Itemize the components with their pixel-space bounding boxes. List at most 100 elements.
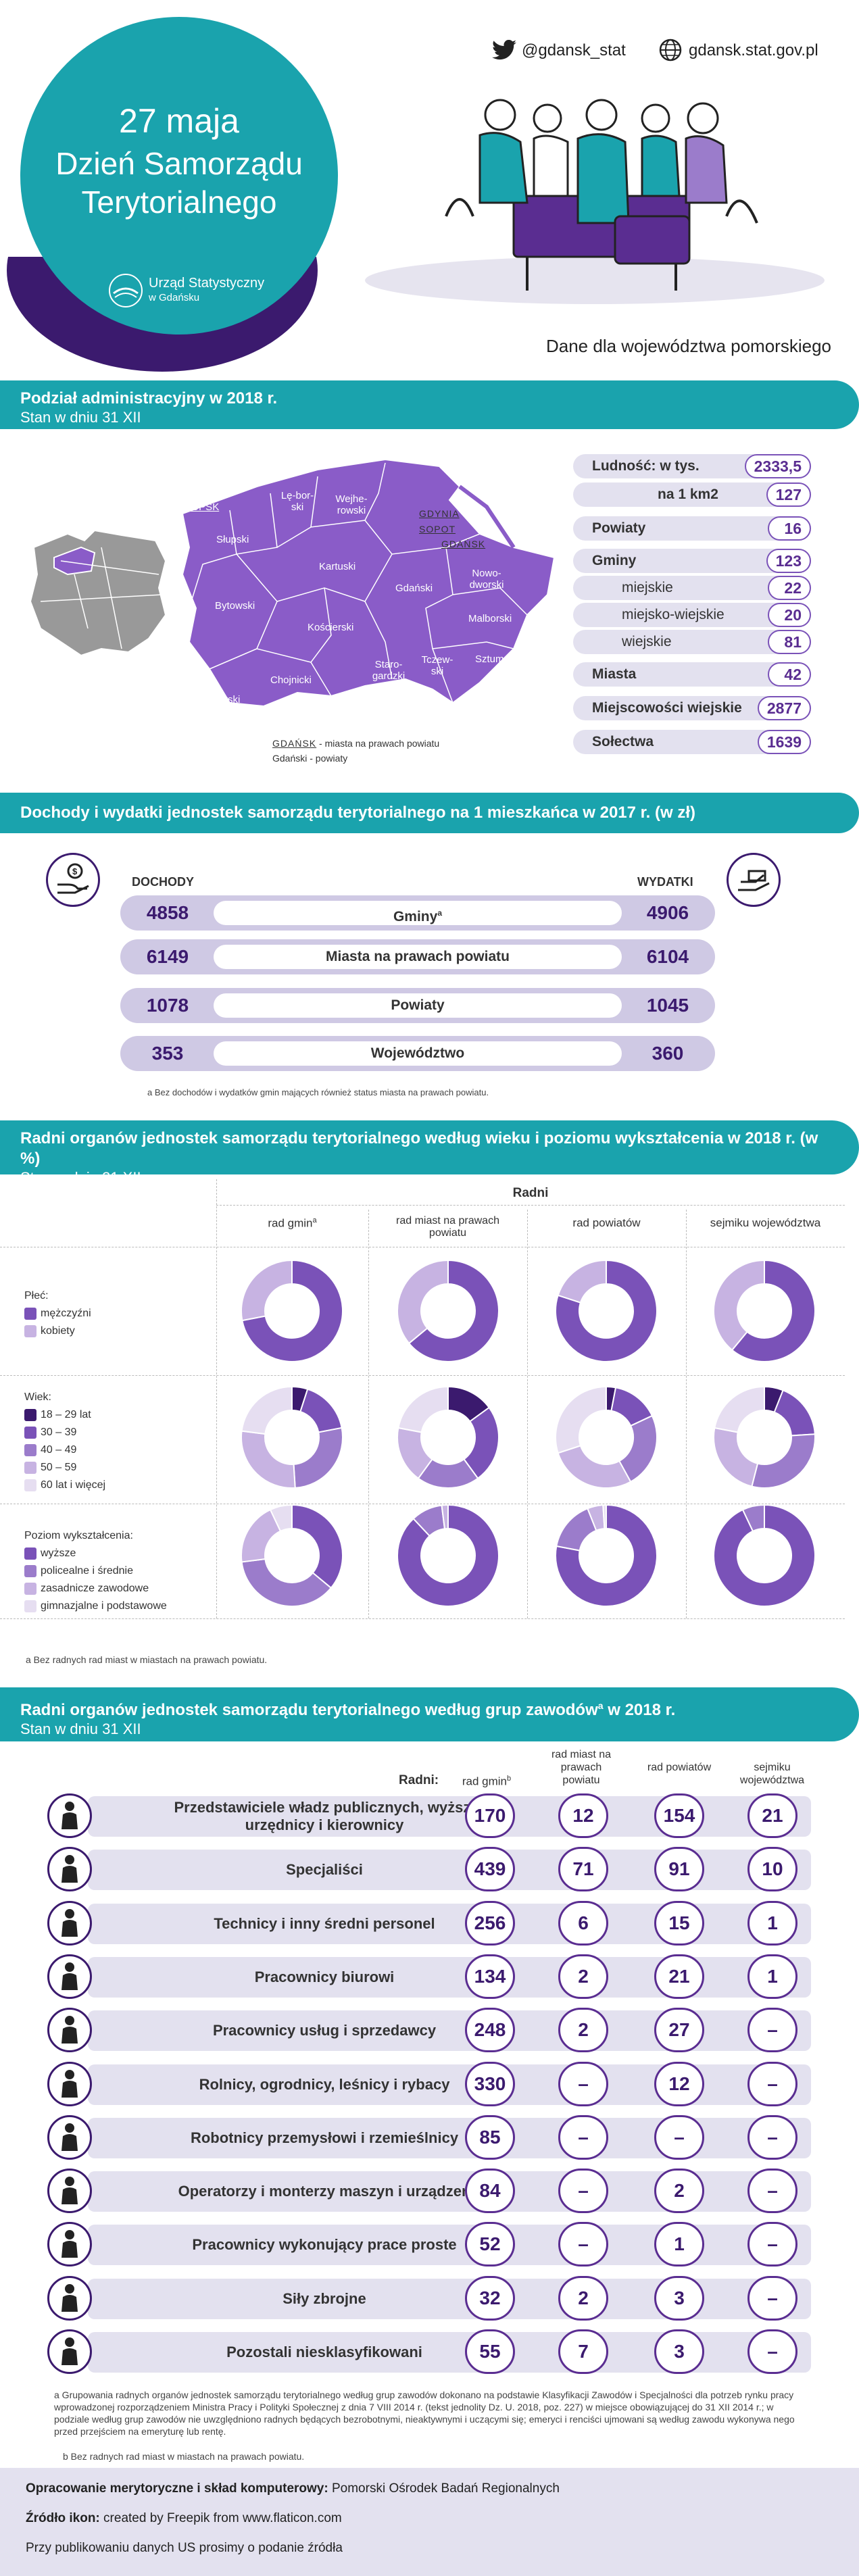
stat-value: 2333,5 <box>744 454 811 478</box>
people-icon <box>47 2329 92 2374</box>
occupation-value: 91 <box>654 1847 704 1892</box>
stat-value: 2877 <box>757 696 811 720</box>
radni-header: Radni <box>512 1186 549 1200</box>
map-label-czluchowski: Człuchowski <box>184 694 241 705</box>
stat-value: 22 <box>768 576 811 600</box>
presenter-icon <box>47 1847 92 1892</box>
donut-slice-sex-1-1 <box>397 1259 449 1345</box>
meeting-illustration <box>345 88 845 311</box>
us-logo: Urząd Statystyczny w Gdańsku <box>108 270 270 311</box>
legend-swatch <box>24 1324 36 1337</box>
expense-value: 4906 <box>646 902 689 923</box>
occupation-value: 32 <box>465 2275 515 2321</box>
section3-subtitle: Stan w dniu 31 XII <box>20 1169 141 1186</box>
legend-swatch <box>24 1600 36 1612</box>
occupation-value: 12 <box>654 2061 704 2106</box>
map-label-gdanski: Gdański <box>395 583 433 594</box>
occupation-value: 2 <box>558 1954 608 1999</box>
stat-row-communes: Gminy 123 <box>573 549 811 573</box>
occupation-value: 84 <box>465 2169 515 2214</box>
cleaner-icon <box>47 2222 92 2267</box>
donut-slice-age-3-1 <box>773 1389 816 1437</box>
official-icon <box>47 1793 92 1838</box>
section4-title-end: w 2018 r. <box>603 1701 676 1719</box>
footer-line1-text: Pomorski Ośrodek Badań Regionalnych <box>328 2481 560 2496</box>
donut-slice-education-3-1 <box>741 1504 765 1533</box>
donut-slice-age-3-4 <box>714 1385 765 1433</box>
legend-edu-title: Poziom wykształcenia: <box>24 1530 133 1541</box>
occupation-value: 3 <box>654 2329 704 2374</box>
occupation-row: Operatorzy i monterzy maszyn i urządzeń 8… <box>47 2167 811 2214</box>
occupation-name: Technicy i inny średni personel <box>214 1914 435 1932</box>
donut-slice-age-1-1 <box>463 1406 499 1480</box>
map-label-gdynia: GDYNIA <box>419 508 460 519</box>
occupation-name: Pracownicy biurowi <box>254 1968 395 1985</box>
legend-swatch <box>24 1564 36 1577</box>
stat-label: na 1 km2 <box>658 487 718 502</box>
donut-charts <box>241 1259 816 1607</box>
stat-row-rural: wiejskie 81 <box>573 630 811 654</box>
section3-bar: Radni organów jednostek samorządu teryto… <box>0 1120 859 1186</box>
legend-item: 18 – 29 lat <box>24 1406 105 1424</box>
legend-swatch <box>24 1547 36 1560</box>
logo-line2: w Gdańsku <box>149 292 200 303</box>
income-column-header: DOCHODY <box>132 875 195 889</box>
occupation-value: – <box>747 2008 797 2053</box>
row-rule <box>0 1375 845 1376</box>
section1-subtitle: Stan w dniu 31 XII <box>20 409 141 426</box>
occupation-value: 6 <box>558 1900 608 1946</box>
donut-slice-sex-0-1 <box>241 1259 293 1322</box>
operator-icon <box>47 2169 92 2214</box>
occupation-value: 134 <box>465 1954 515 1999</box>
legend-label: 18 – 29 lat <box>41 1409 91 1420</box>
legend-item: 50 – 59 <box>24 1459 105 1477</box>
office-worker-icon <box>47 1954 92 1999</box>
occupation-name: Pracownicy usług i sprzedawcy <box>212 2022 437 2039</box>
map-label-wejherowski: Wejhe-rowski <box>335 493 368 516</box>
stat-value: 81 <box>768 630 811 654</box>
section4-footnote-a: a Grupowania radnych organów jednostek s… <box>54 2389 795 2437</box>
expense-column-header: WYDATKI <box>637 875 693 889</box>
section4-bar: Radni organów jednostek samorządu teryto… <box>0 1687 859 1741</box>
donut-slice-education-2-0 <box>555 1504 658 1607</box>
occupation-value: – <box>558 2222 608 2267</box>
stat-row-density: na 1 km2 127 <box>573 482 811 507</box>
donut-slice-sex-0-0 <box>241 1259 343 1362</box>
legend-city-desc: - miasta na prawach powiatu <box>319 738 440 749</box>
legend-item: 30 – 39 <box>24 1424 105 1441</box>
money-row-label: Powiaty <box>214 993 622 1018</box>
legend-education: Poziom wykształcenia: wyższe policealne … <box>24 1527 167 1615</box>
occupation-name: Przedstawiciele władz publicznych, wyższ… <box>174 1799 475 1833</box>
legend-swatch <box>24 1426 36 1439</box>
legend-item: wyższe <box>24 1545 167 1562</box>
col-divider <box>686 1210 687 1618</box>
expense-value: 6104 <box>646 946 689 967</box>
col-header-sejmiku: sejmiku województwa <box>710 1216 821 1229</box>
section2-bar: Dochody i wydatki jednostek samorządu te… <box>0 793 859 833</box>
section4-subtitle: Stan w dniu 31 XII <box>20 1720 141 1737</box>
donut-slice-sex-2-1 <box>557 1259 607 1304</box>
occ-col-header-gmin-text: rad gmin <box>462 1775 507 1788</box>
income-value: 4858 <box>146 902 189 923</box>
stat-label: miejskie <box>622 580 673 595</box>
legend-label: zasadnicze zawodowe <box>41 1583 149 1594</box>
section4-footnote-b: b Bez radnych rad miast w miastach na pr… <box>63 2451 305 2462</box>
occupation-row: Przedstawiciele władz publicznych, wyższ… <box>47 1792 811 1839</box>
occupation-value: 248 <box>465 2008 515 2053</box>
radni-header-rule <box>216 1205 845 1206</box>
us-logo-icon <box>109 274 143 307</box>
donut-slice-education-1-0 <box>397 1504 499 1607</box>
footer-line3: Przy publikowaniu danych US prosimy o po… <box>26 2541 343 2555</box>
occ-radni-label: Radni: <box>399 1773 439 1787</box>
donut-slice-age-0-1 <box>299 1388 343 1433</box>
stat-value: 1639 <box>757 730 811 754</box>
legend-age: Wiek: 18 – 29 lat 30 – 39 40 – 49 50 – 5… <box>24 1389 105 1494</box>
occupation-value: 2 <box>558 2008 608 2053</box>
map-label-sopot: SOPOT <box>419 524 456 535</box>
logo-line1: Urząd Statystyczny <box>149 276 265 291</box>
header-title-line1: Dzień Samorządu <box>55 146 303 181</box>
money-row-label: Województwo <box>214 1041 622 1066</box>
map-legend-city: GDAŃSK - miasta na prawach powiatu <box>272 738 439 749</box>
header-teal-circle <box>20 17 338 335</box>
section3-title: Radni organów jednostek samorządu teryto… <box>20 1129 818 1168</box>
